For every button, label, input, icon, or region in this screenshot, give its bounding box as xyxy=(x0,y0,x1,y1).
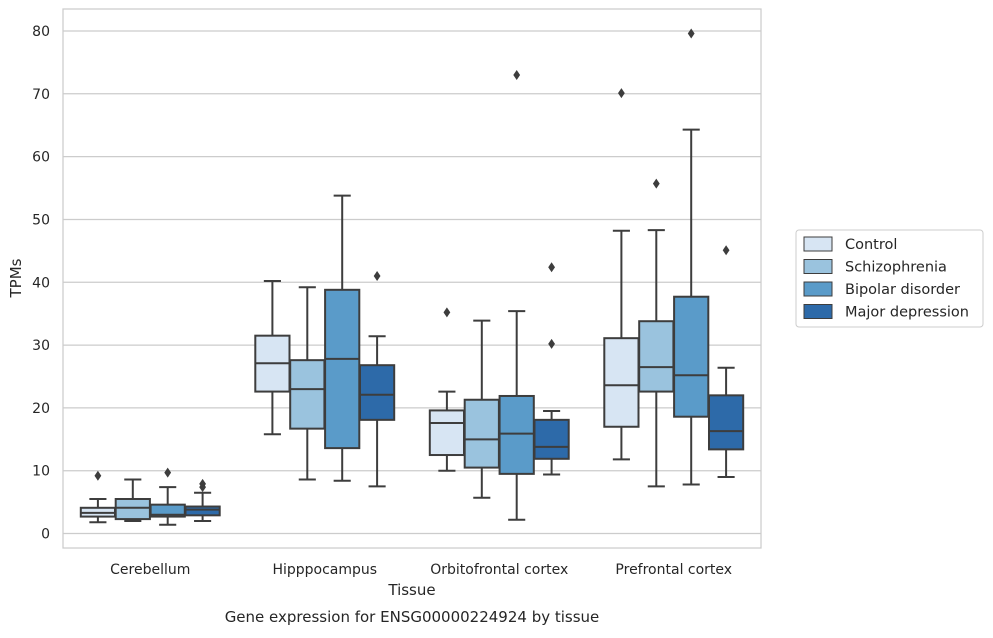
outlier-point xyxy=(652,178,660,189)
outlier-point xyxy=(687,28,695,39)
box xyxy=(463,398,500,469)
x-ticks: Cerebellum Hipppocampus Orbitofrontal cort… xyxy=(110,562,732,578)
y-tick-label: 50 xyxy=(32,212,50,228)
box-group xyxy=(358,270,396,488)
box xyxy=(603,337,640,428)
chart-caption: Gene expression for ENSG00000224924 by t… xyxy=(225,608,600,626)
outlier-point xyxy=(94,470,102,481)
outlier-point xyxy=(443,307,451,318)
y-tick-label: 20 xyxy=(32,401,50,417)
box-group xyxy=(463,319,500,499)
legend-label: Bipolar disorder xyxy=(845,282,960,298)
grid xyxy=(63,30,761,535)
y-tick-label: 0 xyxy=(41,527,50,543)
box xyxy=(114,498,151,521)
box-group xyxy=(638,178,675,488)
box-group xyxy=(289,286,326,481)
outlier-point xyxy=(548,338,555,349)
box-group xyxy=(533,262,570,476)
box-group xyxy=(428,307,466,472)
box-group xyxy=(184,478,221,522)
legend-swatch xyxy=(803,259,833,274)
boxes xyxy=(79,28,745,526)
box xyxy=(707,394,745,451)
box-group xyxy=(254,280,291,436)
box xyxy=(184,505,221,517)
x-tick-label: Cerebellum xyxy=(110,562,190,578)
x-tick-label: Hipppocampus xyxy=(272,562,377,578)
box-group xyxy=(79,470,117,524)
y-axis-label: TPMs xyxy=(7,258,25,298)
y-tick-label: 10 xyxy=(32,464,50,480)
legend-label: Schizophrenia xyxy=(845,260,947,276)
box xyxy=(428,409,466,457)
legend-frame xyxy=(795,229,984,328)
outlier-point xyxy=(373,270,381,281)
y-tick-label: 60 xyxy=(32,150,50,166)
y-tick-label: 80 xyxy=(32,24,50,40)
outlier-point xyxy=(513,69,521,80)
box-group xyxy=(707,245,745,479)
box xyxy=(673,295,710,418)
legend: Control Schizophrenia Bipolar disorder Majo… xyxy=(795,229,984,328)
y-ticks: 0 10 20 30 40 50 60 70 80 xyxy=(32,24,50,543)
plot-frame xyxy=(62,8,762,549)
outlier-point xyxy=(618,88,625,99)
y-tick-label: 70 xyxy=(32,87,50,103)
box xyxy=(498,394,535,475)
box xyxy=(533,418,570,460)
box xyxy=(289,359,326,430)
outlier-point xyxy=(199,478,206,489)
y-tick-label: 30 xyxy=(32,338,50,354)
x-axis-label: Tissue xyxy=(387,581,435,599)
x-tick-label: Orbitofrontal cortex xyxy=(430,562,568,578)
box xyxy=(324,288,361,450)
outlier-point xyxy=(164,467,172,478)
legend-swatch xyxy=(803,281,833,297)
outlier-point xyxy=(548,262,555,273)
legend-swatch xyxy=(803,304,833,319)
box-group xyxy=(673,28,710,486)
x-tick-label: Prefrontal cortex xyxy=(615,562,732,578)
y-tick-label: 40 xyxy=(32,275,50,291)
legend-swatch xyxy=(803,236,833,252)
outlier-point xyxy=(722,245,730,256)
box xyxy=(358,364,396,421)
box xyxy=(638,320,675,393)
legend-label: Major depression xyxy=(845,305,969,321)
legend-label: Control xyxy=(845,237,897,253)
